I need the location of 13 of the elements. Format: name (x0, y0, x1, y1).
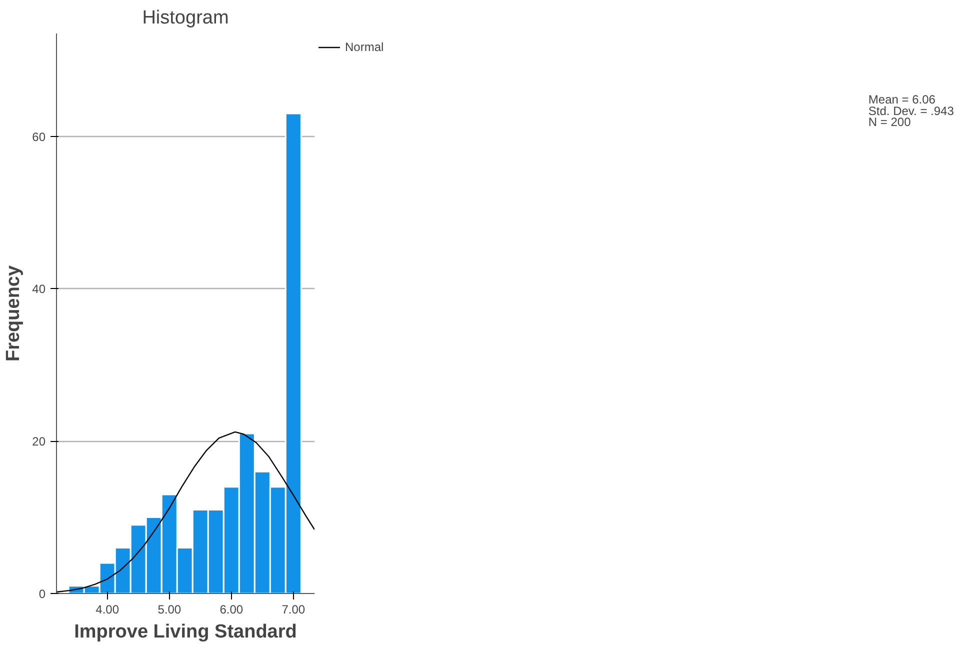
y-tick-label: 20 (32, 434, 46, 449)
y-tick-label: 0 (38, 587, 46, 601)
x-tick-label: 6.00 (220, 602, 244, 616)
y-tick-label: 40 (32, 282, 46, 296)
x-tick-label: 5.00 (158, 602, 182, 616)
y-tick-label: 60 (32, 130, 46, 144)
y-axis-title: Frequency (3, 265, 24, 362)
x-axis-title: Improve Living Standard (74, 622, 297, 642)
chart-title: Histogram (142, 8, 229, 28)
text: N = 200 (868, 115, 912, 130)
x-tick-label: 7.00 (282, 602, 306, 616)
legend-label: Normal (345, 40, 384, 54)
x-tick-label: 4.00 (96, 602, 120, 616)
